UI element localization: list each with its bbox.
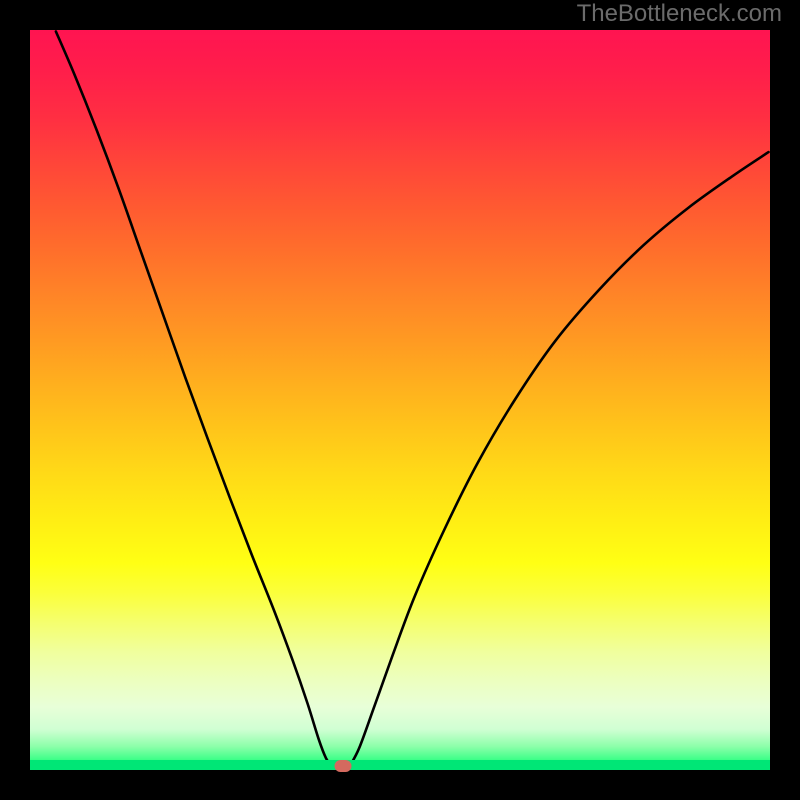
baseline-band <box>30 760 770 770</box>
chart-stage: TheBottleneck.com <box>0 0 800 800</box>
optimal-point-marker <box>335 760 352 772</box>
plot-background <box>30 30 770 770</box>
chart-svg <box>0 0 800 800</box>
